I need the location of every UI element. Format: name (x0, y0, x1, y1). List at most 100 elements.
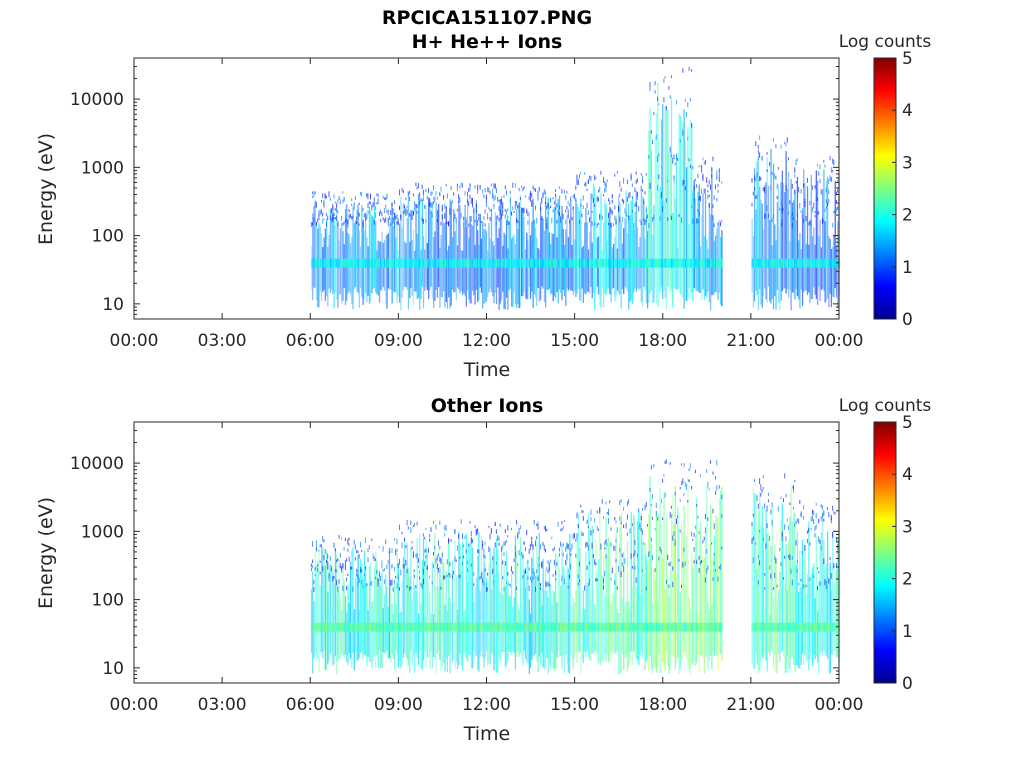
spectrogram-column (761, 506, 763, 657)
spectrogram-speck (517, 205, 519, 208)
spectrogram-speck (570, 548, 572, 552)
spectrogram-band (650, 622, 653, 632)
spectrogram-speck (696, 504, 698, 507)
spectrogram-speck (468, 223, 470, 227)
spectrogram-band (548, 622, 551, 632)
spectrogram-speck (665, 198, 667, 203)
spectrogram-band (614, 622, 616, 632)
spectrogram-speck (507, 535, 509, 538)
spectrogram-speck (351, 216, 353, 220)
spectrogram-speck (665, 579, 667, 585)
spectrogram-speck (531, 192, 533, 198)
spectrogram-speck (581, 531, 583, 536)
spectrogram-speck (668, 584, 670, 588)
spectrogram-speck (449, 209, 451, 215)
spectrogram-speck (584, 585, 586, 591)
spectrogram-speck (464, 535, 466, 540)
spectrogram-column (702, 193, 704, 290)
spectrogram-speck (611, 199, 613, 204)
spectrogram-speck (605, 554, 607, 559)
spectrogram-band (322, 622, 324, 632)
spectrogram-speck (450, 539, 452, 542)
spectrogram-speck (313, 587, 315, 592)
spectrogram-band (757, 622, 760, 632)
spectrogram-band (703, 258, 705, 268)
spectrogram-band (400, 258, 402, 268)
spectrogram-speck (668, 85, 670, 90)
spectrogram-column (767, 532, 770, 653)
spectrogram-band (562, 622, 564, 632)
spectrogram-band (336, 258, 338, 268)
spectrogram-speck (610, 208, 612, 214)
spectrogram-band (394, 622, 396, 632)
spectrogram-speck (516, 519, 518, 525)
spectrogram-speck (582, 195, 584, 201)
spectrogram-band (828, 622, 830, 632)
spectrogram-speck (536, 523, 538, 526)
spectrogram-column (514, 243, 517, 304)
spectrogram-band (479, 622, 481, 632)
spectrogram-band (484, 258, 486, 268)
spectrogram-speck (396, 214, 398, 220)
spectrogram-speck (531, 579, 533, 583)
spectrogram-band (474, 258, 476, 268)
spectrogram-speck (771, 172, 773, 175)
spectrogram-band (569, 258, 571, 268)
spectrogram-column (673, 181, 675, 288)
spectrogram-band (755, 622, 757, 632)
spectrogram-speck (338, 535, 340, 539)
spectrogram-speck (619, 181, 621, 187)
spectrogram-band (416, 258, 418, 268)
spectrogram-column (508, 221, 510, 291)
spectrogram-band (475, 258, 478, 268)
spectrogram-column (591, 242, 593, 299)
spectrogram-speck (421, 584, 423, 589)
spectrogram-speck (361, 569, 363, 573)
spectrogram-speck (465, 223, 467, 226)
spectrogram-column (635, 190, 637, 292)
spectrogram-column (618, 613, 620, 675)
spectrogram-speck (814, 532, 816, 538)
spectrogram-column (586, 585, 588, 652)
spectrogram-band (326, 622, 328, 632)
spectrogram-speck (708, 180, 710, 185)
spectrogram-column (545, 196, 547, 308)
spectrogram-speck (595, 562, 597, 566)
spectrogram-band (535, 622, 537, 632)
spectrogram-band (833, 258, 835, 268)
spectrogram-column (669, 148, 671, 293)
spectrogram-speck (514, 551, 516, 558)
spectrogram-band (478, 258, 480, 268)
y-tick-label: 10000 (70, 90, 124, 110)
spectrogram-speck (766, 523, 768, 529)
spectrogram-speck (337, 558, 339, 562)
spectrogram-speck (546, 582, 548, 588)
spectrogram-speck (754, 479, 755, 482)
spectrogram-band (394, 258, 396, 268)
spectrogram-speck (482, 189, 484, 194)
spectrogram-speck (574, 193, 575, 200)
spectrogram-band (654, 622, 656, 632)
spectrogram-speck (527, 220, 529, 225)
spectrogram-speck (697, 515, 699, 519)
spectrogram-speck (652, 217, 653, 222)
spectrogram-speck (682, 561, 684, 566)
spectrogram-speck (672, 566, 674, 571)
spectrogram-speck (397, 218, 399, 225)
spectrogram-speck (344, 218, 346, 224)
spectrogram-speck (618, 566, 620, 572)
spectrogram-speck (592, 529, 594, 534)
spectrogram-speck (580, 504, 582, 508)
spectrogram-speck (774, 572, 776, 578)
spectrogram-column (569, 534, 571, 674)
spectrogram-speck (786, 518, 788, 522)
spectrogram-band (639, 622, 641, 632)
spectrogram-speck (642, 175, 643, 181)
spectrogram-band (674, 258, 676, 268)
spectrogram-speck (698, 196, 700, 201)
spectrogram-column (566, 545, 568, 665)
spectrogram-band (635, 258, 637, 268)
spectrogram-speck (506, 540, 507, 543)
spectrogram-speck (506, 210, 507, 215)
spectrogram-speck (567, 200, 569, 205)
